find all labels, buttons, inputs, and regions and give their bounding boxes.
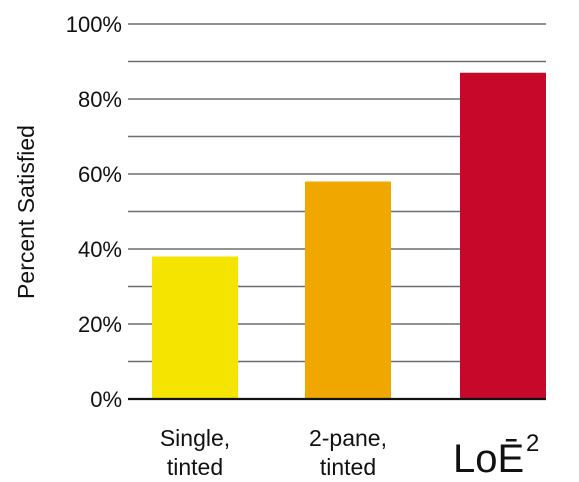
x-category-label: Single, <box>160 425 230 451</box>
bar <box>152 256 238 399</box>
y-axis-label: Percent Satisfied <box>13 125 39 299</box>
y-axis-ticks: 0% 20% 40% 60% 80% 100% <box>66 12 122 412</box>
y-tick-label: 20% <box>78 312 122 337</box>
x-axis-categories: Single, tinted 2-pane, tinted LoĒ 2 <box>160 425 540 481</box>
y-tick-label: 100% <box>66 12 122 37</box>
bars <box>152 72 546 399</box>
x-category-label: 2-pane, <box>309 425 387 451</box>
y-tick-label: 40% <box>78 237 122 262</box>
x-category-label-superscript: 2 <box>526 430 539 457</box>
y-tick-label: 0% <box>90 387 122 412</box>
y-tick-label: 80% <box>78 87 122 112</box>
x-category-label: LoĒ 2 <box>453 430 539 481</box>
bar <box>305 181 391 399</box>
x-category-label: tinted <box>320 454 376 480</box>
y-tick-label: 60% <box>78 162 122 187</box>
bar <box>460 72 546 399</box>
x-category-label-main: LoĒ <box>453 437 524 481</box>
x-category-label: tinted <box>167 454 223 480</box>
